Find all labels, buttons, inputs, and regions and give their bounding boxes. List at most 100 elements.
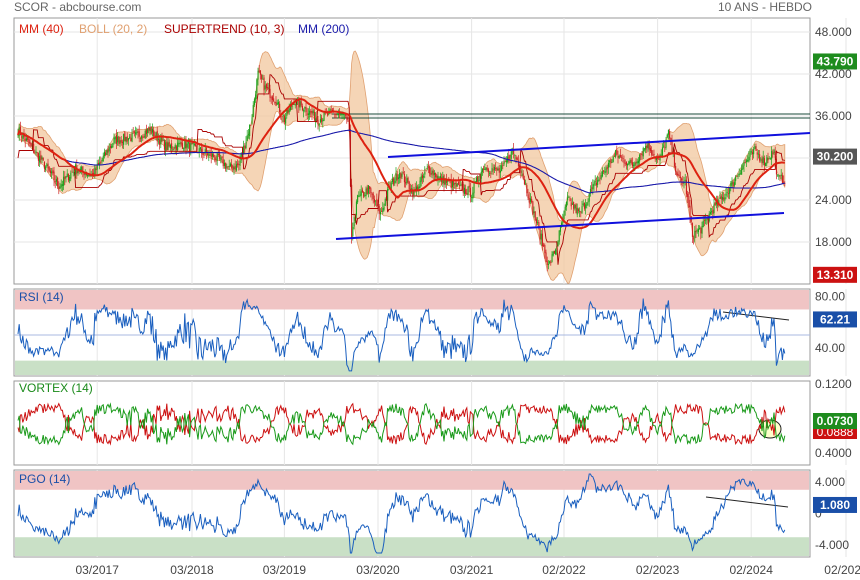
- candle-body: [438, 176, 440, 178]
- candle-body: [149, 128, 151, 132]
- candle-body: [175, 146, 177, 150]
- candle-body: [191, 142, 193, 144]
- candle-body: [594, 181, 596, 183]
- candle-body: [655, 156, 657, 161]
- candle-body: [114, 136, 116, 140]
- candle-body: [323, 112, 325, 121]
- candle-body: [143, 135, 145, 138]
- candle-body: [771, 151, 773, 160]
- candle-body: [397, 177, 399, 180]
- price-value-label: 30.200: [817, 150, 854, 164]
- candle-body: [331, 109, 333, 111]
- candle-body: [138, 131, 140, 137]
- candle-body: [575, 203, 577, 214]
- candle-body: [497, 169, 499, 171]
- candle-body: [649, 148, 651, 152]
- candle-body: [391, 178, 393, 183]
- candle-body: [660, 154, 662, 156]
- candle-body: [579, 210, 581, 212]
- candle-body: [419, 180, 421, 188]
- candle-body: [304, 107, 306, 109]
- pgo-line: [17, 473, 786, 554]
- candle-body: [321, 117, 323, 122]
- candle-body: [300, 101, 302, 106]
- candle-body: [190, 143, 192, 151]
- candle-body: [51, 171, 53, 174]
- candle-body: [731, 180, 733, 185]
- x-tick-label: 02/2023: [636, 563, 680, 577]
- candle-body: [64, 176, 66, 180]
- candle-body: [753, 149, 755, 155]
- candle-body: [359, 194, 361, 196]
- candle-body: [633, 164, 635, 166]
- candle-body: [670, 138, 672, 141]
- candle-body: [751, 152, 753, 155]
- candle-body: [459, 185, 461, 187]
- candle-body: [721, 197, 723, 200]
- candle-body: [467, 187, 469, 196]
- ma40-line: [17, 98, 785, 230]
- candle-body: [219, 153, 221, 159]
- candle-body: [373, 198, 375, 203]
- candle-body: [744, 162, 746, 163]
- candle-body: [369, 186, 371, 190]
- candle-body: [631, 162, 633, 167]
- candle-body: [551, 254, 553, 262]
- candle-body: [232, 166, 234, 171]
- candle-body: [163, 140, 165, 150]
- candle-body: [371, 193, 373, 195]
- price-tick-label: 18.000: [815, 235, 852, 249]
- candle-body: [456, 183, 458, 187]
- pgo-value-label: 1.080: [820, 498, 850, 512]
- candle-body: [640, 153, 642, 155]
- candle-body: [135, 132, 137, 135]
- candle-body: [263, 77, 265, 91]
- candle-body: [273, 98, 275, 102]
- candle-body: [148, 127, 150, 131]
- candle-body: [472, 192, 474, 199]
- candle-body: [108, 147, 110, 152]
- candle-body: [701, 225, 703, 234]
- candle-body: [421, 175, 423, 179]
- legend-ma200: MM (200): [298, 22, 349, 36]
- candle-body: [166, 141, 168, 151]
- candle-body: [231, 163, 233, 168]
- candle-body: [723, 197, 725, 200]
- candle-body: [168, 141, 170, 147]
- candle-body: [623, 159, 625, 164]
- candle-body: [525, 184, 527, 185]
- candle-body: [43, 161, 45, 169]
- pgo-lower-zone: [15, 537, 809, 556]
- candle-body: [714, 202, 716, 206]
- price-value-label-bg: [813, 53, 857, 70]
- candle-body: [687, 193, 689, 197]
- candle-body: [390, 182, 392, 190]
- vortex-tick-bottom: 0.4000: [815, 446, 852, 460]
- candle-body: [335, 114, 337, 116]
- candle-body: [559, 225, 561, 232]
- candle-body: [729, 187, 731, 194]
- candle-body: [634, 162, 636, 166]
- candle-body: [42, 157, 44, 161]
- candle-body: [689, 205, 691, 217]
- candle-body: [361, 189, 363, 192]
- candle-body: [537, 222, 539, 224]
- candle-body: [503, 161, 505, 165]
- channel-lower-line: [335, 212, 785, 240]
- candle-body: [249, 125, 251, 136]
- candle-body: [697, 228, 699, 232]
- candle-body: [119, 140, 121, 144]
- candle-body: [688, 196, 690, 207]
- candle-body: [775, 158, 777, 175]
- candle-body: [178, 143, 180, 145]
- candle-body: [129, 136, 131, 138]
- candle-body: [105, 152, 107, 156]
- candle-body: [605, 168, 607, 173]
- candle-body: [587, 201, 589, 203]
- candle-body: [136, 131, 138, 134]
- candle-body: [324, 112, 326, 114]
- candle-body: [745, 160, 747, 163]
- candle-body: [664, 147, 666, 149]
- candle-body: [87, 174, 89, 177]
- candle-body: [364, 195, 366, 197]
